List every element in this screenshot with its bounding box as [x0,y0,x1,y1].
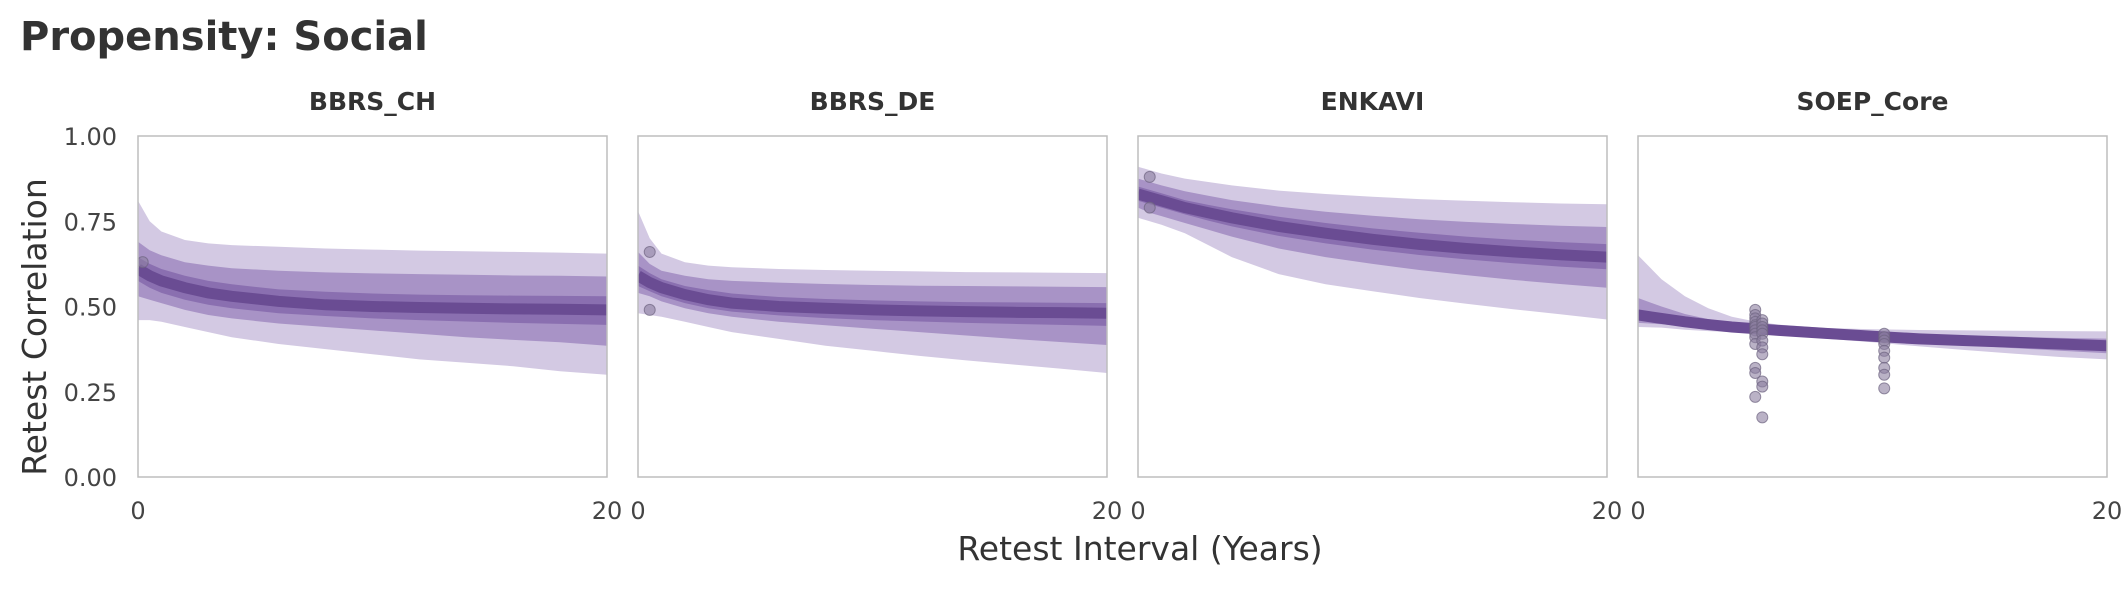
x-tick-label: 0 [130,497,145,525]
data-point [1878,382,1891,395]
panel-soep-core: SOEP_Core 0 20 [1630,87,2122,525]
x-tick-label: 20 [2092,497,2123,525]
panel-bbrs-de: BBRS_DE 0 20 [630,87,1122,525]
data-point [643,303,656,316]
panel-title: BBRS_CH [309,87,436,116]
data-point [138,256,149,269]
x-tick-label: 0 [1630,497,1645,525]
y-tick-label: 0.00 [64,464,117,492]
mean-line [138,264,607,316]
mean-line [1138,188,1607,263]
data-point [1143,170,1156,183]
data-point [1756,380,1769,393]
panel-enkavi: ENKAVI 0 20 [1130,87,1622,525]
panel-frame [637,135,1108,478]
panel-frame [1137,135,1608,478]
data-point [1143,201,1156,214]
y-tick-label: 0.50 [64,294,117,322]
x-axis-label: Retest Interval (Years) [957,529,1322,568]
x-tick-label: 0 [1130,497,1145,525]
panel-title: SOEP_Core [1797,87,1949,116]
data-point [1756,411,1769,424]
plot-area [1138,166,1607,320]
y-axis-label: Retest Correlation [15,178,54,476]
data-point [1878,351,1891,364]
panel-bbrs-ch: BBRS_CH 0 20 0.00 0.25 0.50 0.75 1.00 [64,87,623,525]
x-tick-label: 20 [1592,497,1623,525]
figure-title: Propensity: Social [20,14,428,60]
data-point [643,245,656,258]
plot-area [1638,255,2107,424]
mean-line [638,271,1107,319]
data-point [1756,348,1769,361]
panel-frame [137,135,608,478]
y-tick-label: 1.00 [64,123,117,151]
data-point [1749,366,1762,379]
panel-frame [1637,135,2108,478]
x-tick-label: 0 [630,497,645,525]
panel-title: BBRS_DE [810,87,936,116]
plot-area [138,200,607,375]
x-tick-label: 20 [1092,497,1123,525]
x-tick-label: 20 [592,497,623,525]
data-point [1749,390,1762,403]
y-tick-label: 0.25 [64,379,117,407]
plot-area [638,211,1107,373]
mean-line [1638,309,2107,352]
panel-title: ENKAVI [1321,87,1425,116]
y-tick-label: 0.75 [64,208,117,236]
data-point [1878,368,1891,381]
